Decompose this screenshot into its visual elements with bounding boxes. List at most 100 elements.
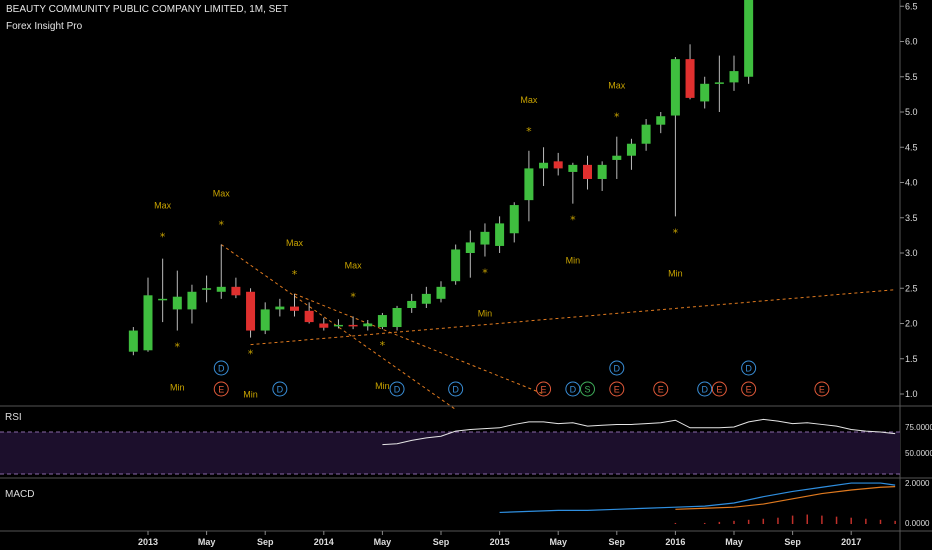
annotation-label: Min <box>566 256 581 266</box>
y-tick-label: 3.5 <box>905 213 918 223</box>
candle-body <box>656 116 666 125</box>
event-marker <box>389 381 405 397</box>
x-tick-label: 2017 <box>841 537 861 547</box>
annotation-star: * <box>350 290 356 303</box>
candle-body <box>128 330 138 352</box>
annotation-label: Min <box>243 390 258 400</box>
candle-body <box>421 293 431 304</box>
y-tick-label: 2.0 <box>905 319 918 329</box>
event-letter: D <box>614 364 621 374</box>
annotation-label: Max <box>520 95 538 105</box>
trendline <box>250 289 896 346</box>
event-letter: E <box>541 385 547 395</box>
event-letter: D <box>452 385 459 395</box>
event-marker <box>213 381 229 397</box>
event-letter: E <box>658 385 664 395</box>
x-tick-label: 2016 <box>665 537 685 547</box>
event-letter: D <box>570 385 577 395</box>
x-tick-label: 2013 <box>138 537 158 547</box>
candle-body <box>216 286 226 292</box>
event-marker <box>697 381 713 397</box>
candle-body <box>539 162 549 169</box>
chart-title: BEAUTY COMMUNITY PUBLIC COMPANY LIMITED,… <box>6 4 289 15</box>
candle-body <box>626 143 636 156</box>
candle-body <box>304 310 314 323</box>
annotation-label: Max <box>608 81 626 91</box>
candle-body <box>465 242 475 253</box>
candle-body <box>524 168 534 201</box>
event-letter: E <box>614 385 620 395</box>
annotation-label: Max <box>213 189 231 199</box>
x-tick-label: May <box>549 537 567 547</box>
x-tick-label: May <box>374 537 392 547</box>
event-letter: E <box>746 385 752 395</box>
annotation-star: * <box>248 348 254 361</box>
event-letter: E <box>819 385 825 395</box>
candle-body <box>333 324 343 327</box>
annotation-star: * <box>219 219 225 232</box>
event-marker <box>814 381 830 397</box>
x-tick-label: Sep <box>609 537 626 547</box>
event-letter: D <box>277 385 284 395</box>
candle-body <box>641 124 651 144</box>
candle-body <box>246 291 256 331</box>
candle-body <box>407 300 417 308</box>
rsi-label: RSI <box>5 412 22 423</box>
event-marker <box>609 381 625 397</box>
indicator-name: Forex Insight Pro <box>6 21 83 32</box>
candle-body <box>700 83 710 102</box>
annotation-label: Min <box>375 381 390 391</box>
x-tick-label: 2015 <box>490 537 510 547</box>
annotation-label: Min <box>170 383 185 393</box>
annotation-star: * <box>526 125 532 138</box>
rsi-band <box>0 432 900 474</box>
candle-body <box>231 286 241 296</box>
annotation-star: * <box>175 341 181 354</box>
candle-body <box>187 291 197 310</box>
candle-body <box>202 288 212 290</box>
macd-label: MACD <box>5 489 35 500</box>
x-tick-label: Sep <box>433 537 450 547</box>
event-letter: D <box>745 364 752 374</box>
candle-body <box>553 161 563 169</box>
trendline <box>294 293 544 395</box>
candle-body <box>158 298 168 301</box>
macd-line <box>499 482 896 514</box>
event-letter: D <box>394 385 401 395</box>
event-marker <box>213 360 229 376</box>
annotation-label: Max <box>345 260 363 270</box>
event-marker <box>272 381 288 397</box>
candle-body <box>480 231 490 245</box>
candle-body <box>685 59 695 98</box>
candle-body <box>377 315 387 328</box>
event-marker <box>536 381 552 397</box>
annotation-star: * <box>160 231 166 244</box>
annotation-star: * <box>380 339 386 352</box>
event-letter: D <box>701 385 708 395</box>
candle-body <box>348 324 358 327</box>
annotation-label: Min <box>478 309 493 319</box>
annotation-star: * <box>482 267 488 280</box>
annotation-star: * <box>570 214 576 227</box>
candle-body <box>172 296 182 310</box>
x-tick-label: Sep <box>257 537 274 547</box>
y-tick-label: 1.0 <box>905 389 918 399</box>
event-marker <box>580 381 595 397</box>
event-marker <box>653 381 669 397</box>
candle-body <box>451 249 461 282</box>
event-marker <box>609 360 625 376</box>
candle-body <box>260 309 270 331</box>
candle-body <box>290 306 299 311</box>
rsi-axis-label: 50.0000 <box>905 449 932 458</box>
candle-body <box>714 82 724 84</box>
y-tick-label: 1.5 <box>905 354 918 364</box>
candle-body <box>597 164 607 179</box>
candle-body <box>275 306 285 310</box>
event-marker <box>741 360 757 376</box>
event-marker <box>711 381 727 397</box>
rsi-line <box>382 418 896 446</box>
x-tick-label: Sep <box>784 537 801 547</box>
signal-line <box>675 486 896 510</box>
event-marker <box>448 381 464 397</box>
